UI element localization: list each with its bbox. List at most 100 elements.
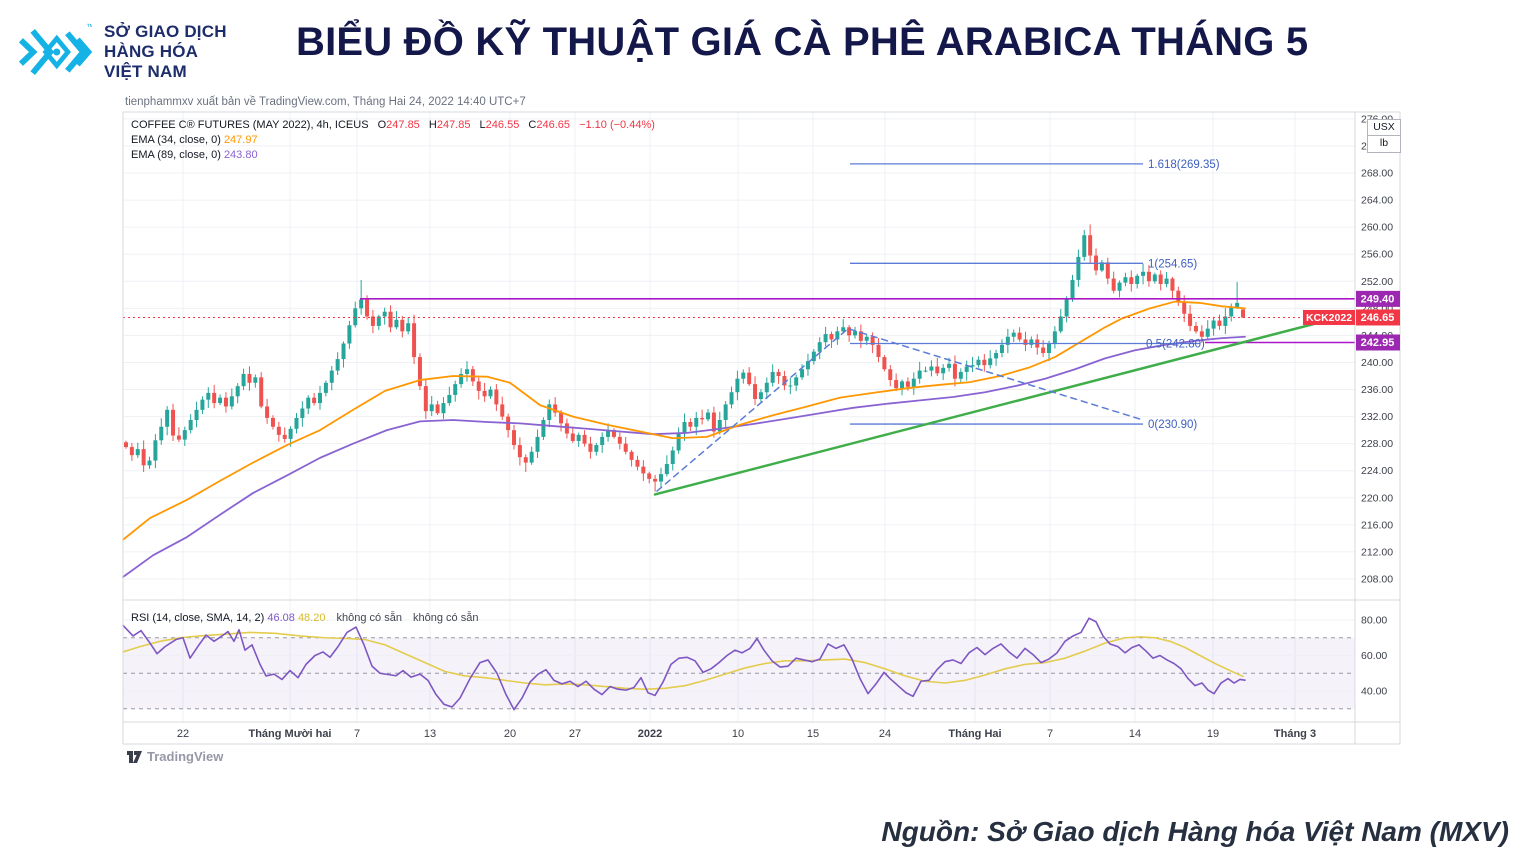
candle-body-down (882, 357, 887, 370)
candle-body-down (782, 376, 787, 386)
candle-body-up (1164, 278, 1169, 284)
candle-body-up (923, 370, 928, 372)
candle-body-up (335, 359, 340, 371)
candle-body-up (941, 367, 946, 374)
candle-body-down (517, 445, 522, 458)
price-tick-label: 236.00 (1361, 384, 1393, 396)
candle-body-up (682, 422, 687, 434)
ema34-row[interactable]: EMA (34, close, 0) 247.97 (131, 133, 655, 148)
candle-body-up (723, 404, 728, 420)
candle-body-up (1011, 332, 1016, 337)
candle-body-down (553, 404, 558, 413)
candle-body-down (611, 430, 616, 437)
candle-body-down (388, 311, 393, 328)
candle-body-up (235, 386, 240, 397)
candle-body-up (394, 319, 399, 328)
candle-body-up (970, 365, 975, 367)
ohlc-low-value: 246.55 (485, 119, 520, 131)
time-tick-label: 22 (177, 728, 189, 740)
tradingview-logo[interactable]: TradingView (127, 749, 223, 764)
candle-body-up (318, 392, 323, 404)
candle-body-up (1082, 235, 1087, 257)
candle-body-up (800, 369, 805, 378)
candle-body-up (253, 377, 258, 383)
time-tick-label: Tháng Mười hai (248, 728, 331, 740)
chart-legend: COFFEE C® FUTURES (MAY 2022), 4h, ICEUS … (131, 118, 655, 163)
candle-body-down (653, 478, 658, 482)
price-badge (1356, 334, 1400, 351)
candle-body-down (641, 466, 646, 474)
fib-level-label: 1(254.65) (1148, 258, 1197, 270)
time-tick-label: 27 (569, 728, 581, 740)
ohlc-high-value: 247.85 (436, 119, 471, 131)
ohlc-close-label: C (528, 119, 537, 131)
rsi-tick-label: 80.00 (1361, 615, 1387, 627)
candle-body-down (982, 359, 987, 366)
candle-body-up (717, 419, 722, 432)
candle-body-down (870, 336, 875, 345)
candle-body-up (429, 404, 434, 412)
price-tick-label: 260.00 (1361, 222, 1393, 234)
tradingview-icon (127, 750, 142, 763)
candle-body-down (747, 372, 752, 385)
mxv-logo-icon: ™ (18, 23, 92, 76)
candle-body-up (794, 377, 799, 386)
rsi-line (122, 617, 1246, 711)
candle-body-down (1041, 347, 1046, 353)
candle-body-up (541, 419, 546, 437)
candle-body-up (664, 463, 669, 475)
candle-body-up (600, 436, 605, 446)
symbol-row[interactable]: COFFEE C® FUTURES (MAY 2022), 4h, ICEUS … (131, 118, 655, 133)
time-tick-label: 15 (807, 728, 819, 740)
ema34-value: 247.97 (223, 134, 258, 146)
rsi-legend[interactable]: RSI (14, close, SMA, 14, 2) 46.08 48.20 … (131, 612, 478, 624)
ohlc-open-label: O (377, 119, 387, 131)
candle-body-up (194, 409, 199, 420)
candle-body-down (212, 392, 217, 404)
candle-body-down (470, 369, 475, 382)
candle-body-up (447, 394, 452, 404)
candle-body-up (911, 378, 916, 387)
candle-body-down (1176, 290, 1181, 302)
mxv-brand: ™ SỞ GIAO DỊCH HÀNG HÓA VIỆT NAM (18, 12, 288, 92)
candle-body-up (294, 417, 299, 429)
candle-body-down (564, 423, 569, 434)
candle-body-up (464, 369, 469, 374)
ema89-row[interactable]: EMA (89, close, 0) 243.80 (131, 148, 655, 163)
candle-body-down (1170, 278, 1175, 291)
candle-body-down (876, 344, 881, 358)
candle-body-down (1146, 271, 1151, 282)
candle-body-up (206, 392, 211, 400)
candle-body-up (288, 428, 293, 439)
candle-body-up (547, 404, 552, 420)
candle-body-up (341, 343, 346, 360)
candle-body-up (1211, 320, 1216, 329)
candle-body-up (441, 403, 446, 414)
candle-body-up (1058, 316, 1063, 332)
candle-body-up (994, 352, 999, 359)
candle-body-down (847, 327, 852, 336)
candle-body-up (347, 325, 352, 344)
price-tick-label: 268.00 (1361, 168, 1393, 180)
candle-body-up (1046, 343, 1051, 353)
candle-body-up (788, 385, 793, 387)
trend-line (653, 320, 1324, 496)
candle-body-down (412, 323, 417, 358)
price-tick-label: 228.00 (1361, 438, 1393, 450)
price-unit-box[interactable]: USX lb (1367, 119, 1401, 153)
publish-attribution: tienphammxv xuất bản về TradingView.com,… (125, 96, 526, 108)
candle-body-up (676, 433, 681, 451)
candle-body-up (159, 426, 164, 441)
candle-body-up (529, 451, 534, 463)
tm-mark: ™ (86, 23, 92, 32)
candle-body-up (670, 450, 675, 464)
candle-body-up (706, 412, 711, 420)
candle-body-down (635, 459, 640, 467)
candle-body-up (929, 366, 934, 371)
ema89-value: 243.80 (223, 149, 258, 161)
candle-body-down (1241, 309, 1245, 318)
candle-body-up (964, 366, 969, 372)
candle-body-down (494, 389, 499, 405)
candle-body-up (576, 434, 581, 441)
candle-body-up (1235, 302, 1240, 307)
